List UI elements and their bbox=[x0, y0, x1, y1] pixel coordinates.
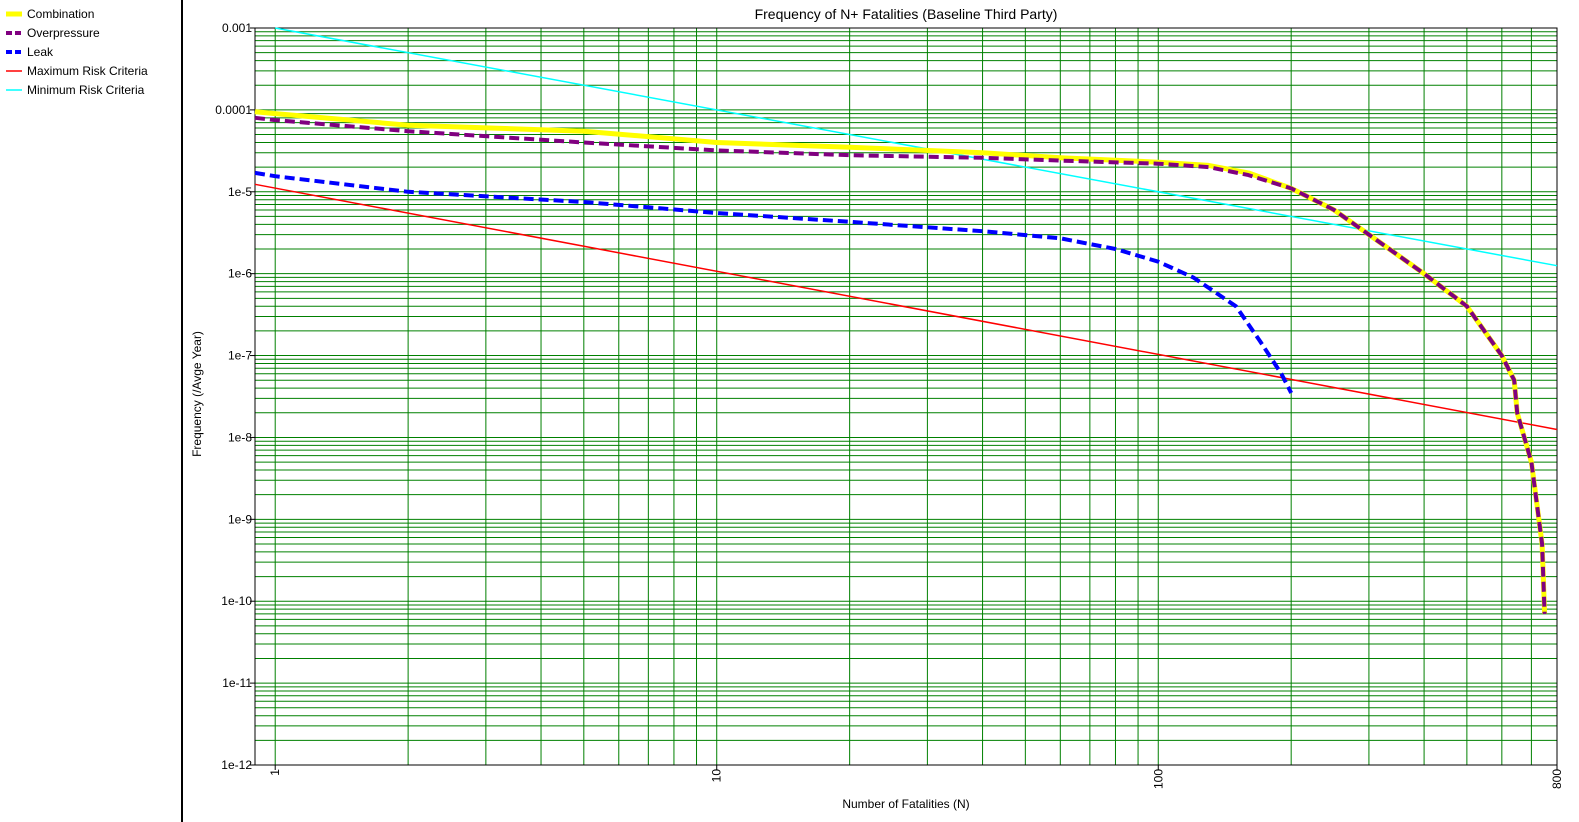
series-line-overpressure bbox=[254, 115, 1547, 614]
legend-label-maximum-risk-criteria: Maximum Risk Criteria bbox=[27, 64, 148, 78]
x-axis-ticks: 1 10 100 800 bbox=[268, 765, 1564, 789]
y-axis-ticks: 0.001 0.0001 1e-5 1e-6 1e-7 1e-8 1e-9 1e-10 1e-1… bbox=[215, 21, 255, 772]
y-tick-label: 1e-7 bbox=[228, 349, 252, 363]
legend-panel: Combination Overpressure Leak Maximum Ri… bbox=[0, 0, 183, 822]
legend-label-combination: Combination bbox=[27, 7, 95, 21]
series-line-maximum-risk-criteria bbox=[254, 183, 1558, 431]
y-tick-label: 0.0001 bbox=[215, 103, 252, 117]
x-tick-label: 100 bbox=[1151, 769, 1165, 789]
legend-item-overpressure[interactable]: Overpressure bbox=[6, 25, 100, 41]
series-line-minimum-risk-criteria bbox=[275, 27, 1558, 267]
y-tick-label: 0.001 bbox=[222, 21, 252, 35]
legend-item-maximum-risk-criteria[interactable]: Maximum Risk Criteria bbox=[6, 63, 148, 79]
y-tick-label: 1e-11 bbox=[222, 676, 252, 690]
legend-swatch-overpressure bbox=[6, 30, 22, 36]
y-tick-label: 1e-10 bbox=[221, 594, 252, 608]
legend-item-minimum-risk-criteria[interactable]: Minimum Risk Criteria bbox=[6, 82, 144, 98]
legend-label-overpressure: Overpressure bbox=[27, 26, 100, 40]
chart-title: Frequency of N+ Fatalities (Baseline Thi… bbox=[755, 6, 1058, 22]
legend-swatch-maximum-risk-criteria bbox=[6, 68, 22, 74]
legend-swatch-leak bbox=[6, 49, 22, 55]
series-layer bbox=[254, 27, 1558, 614]
y-tick-label: 1e-12 bbox=[221, 758, 252, 772]
y-tick-label: 1e-8 bbox=[228, 430, 252, 444]
legend-swatch-minimum-risk-criteria bbox=[6, 87, 22, 93]
legend-item-leak[interactable]: Leak bbox=[6, 44, 53, 60]
series-line-leak bbox=[254, 170, 1293, 394]
y-axis-label: Frequency (/Avge Year) bbox=[190, 331, 204, 457]
legend-swatch-combination bbox=[6, 11, 22, 17]
plot-area-frame bbox=[254, 27, 1558, 766]
legend-label-minimum-risk-criteria: Minimum Risk Criteria bbox=[27, 83, 145, 97]
y-tick-label: 1e-6 bbox=[228, 267, 252, 281]
y-tick-label: 1e-9 bbox=[228, 512, 252, 526]
x-tick-label: 10 bbox=[710, 769, 724, 783]
legend-item-combination[interactable]: Combination bbox=[6, 6, 94, 22]
grid bbox=[255, 28, 1557, 766]
series-line-combination bbox=[254, 109, 1548, 614]
x-tick-label: 1 bbox=[268, 769, 282, 776]
x-tick-label: 800 bbox=[1550, 769, 1564, 789]
x-axis-label: Number of Fatalities (N) bbox=[842, 797, 969, 811]
legend-label-leak: Leak bbox=[27, 45, 54, 59]
y-tick-label: 1e-5 bbox=[228, 185, 252, 199]
